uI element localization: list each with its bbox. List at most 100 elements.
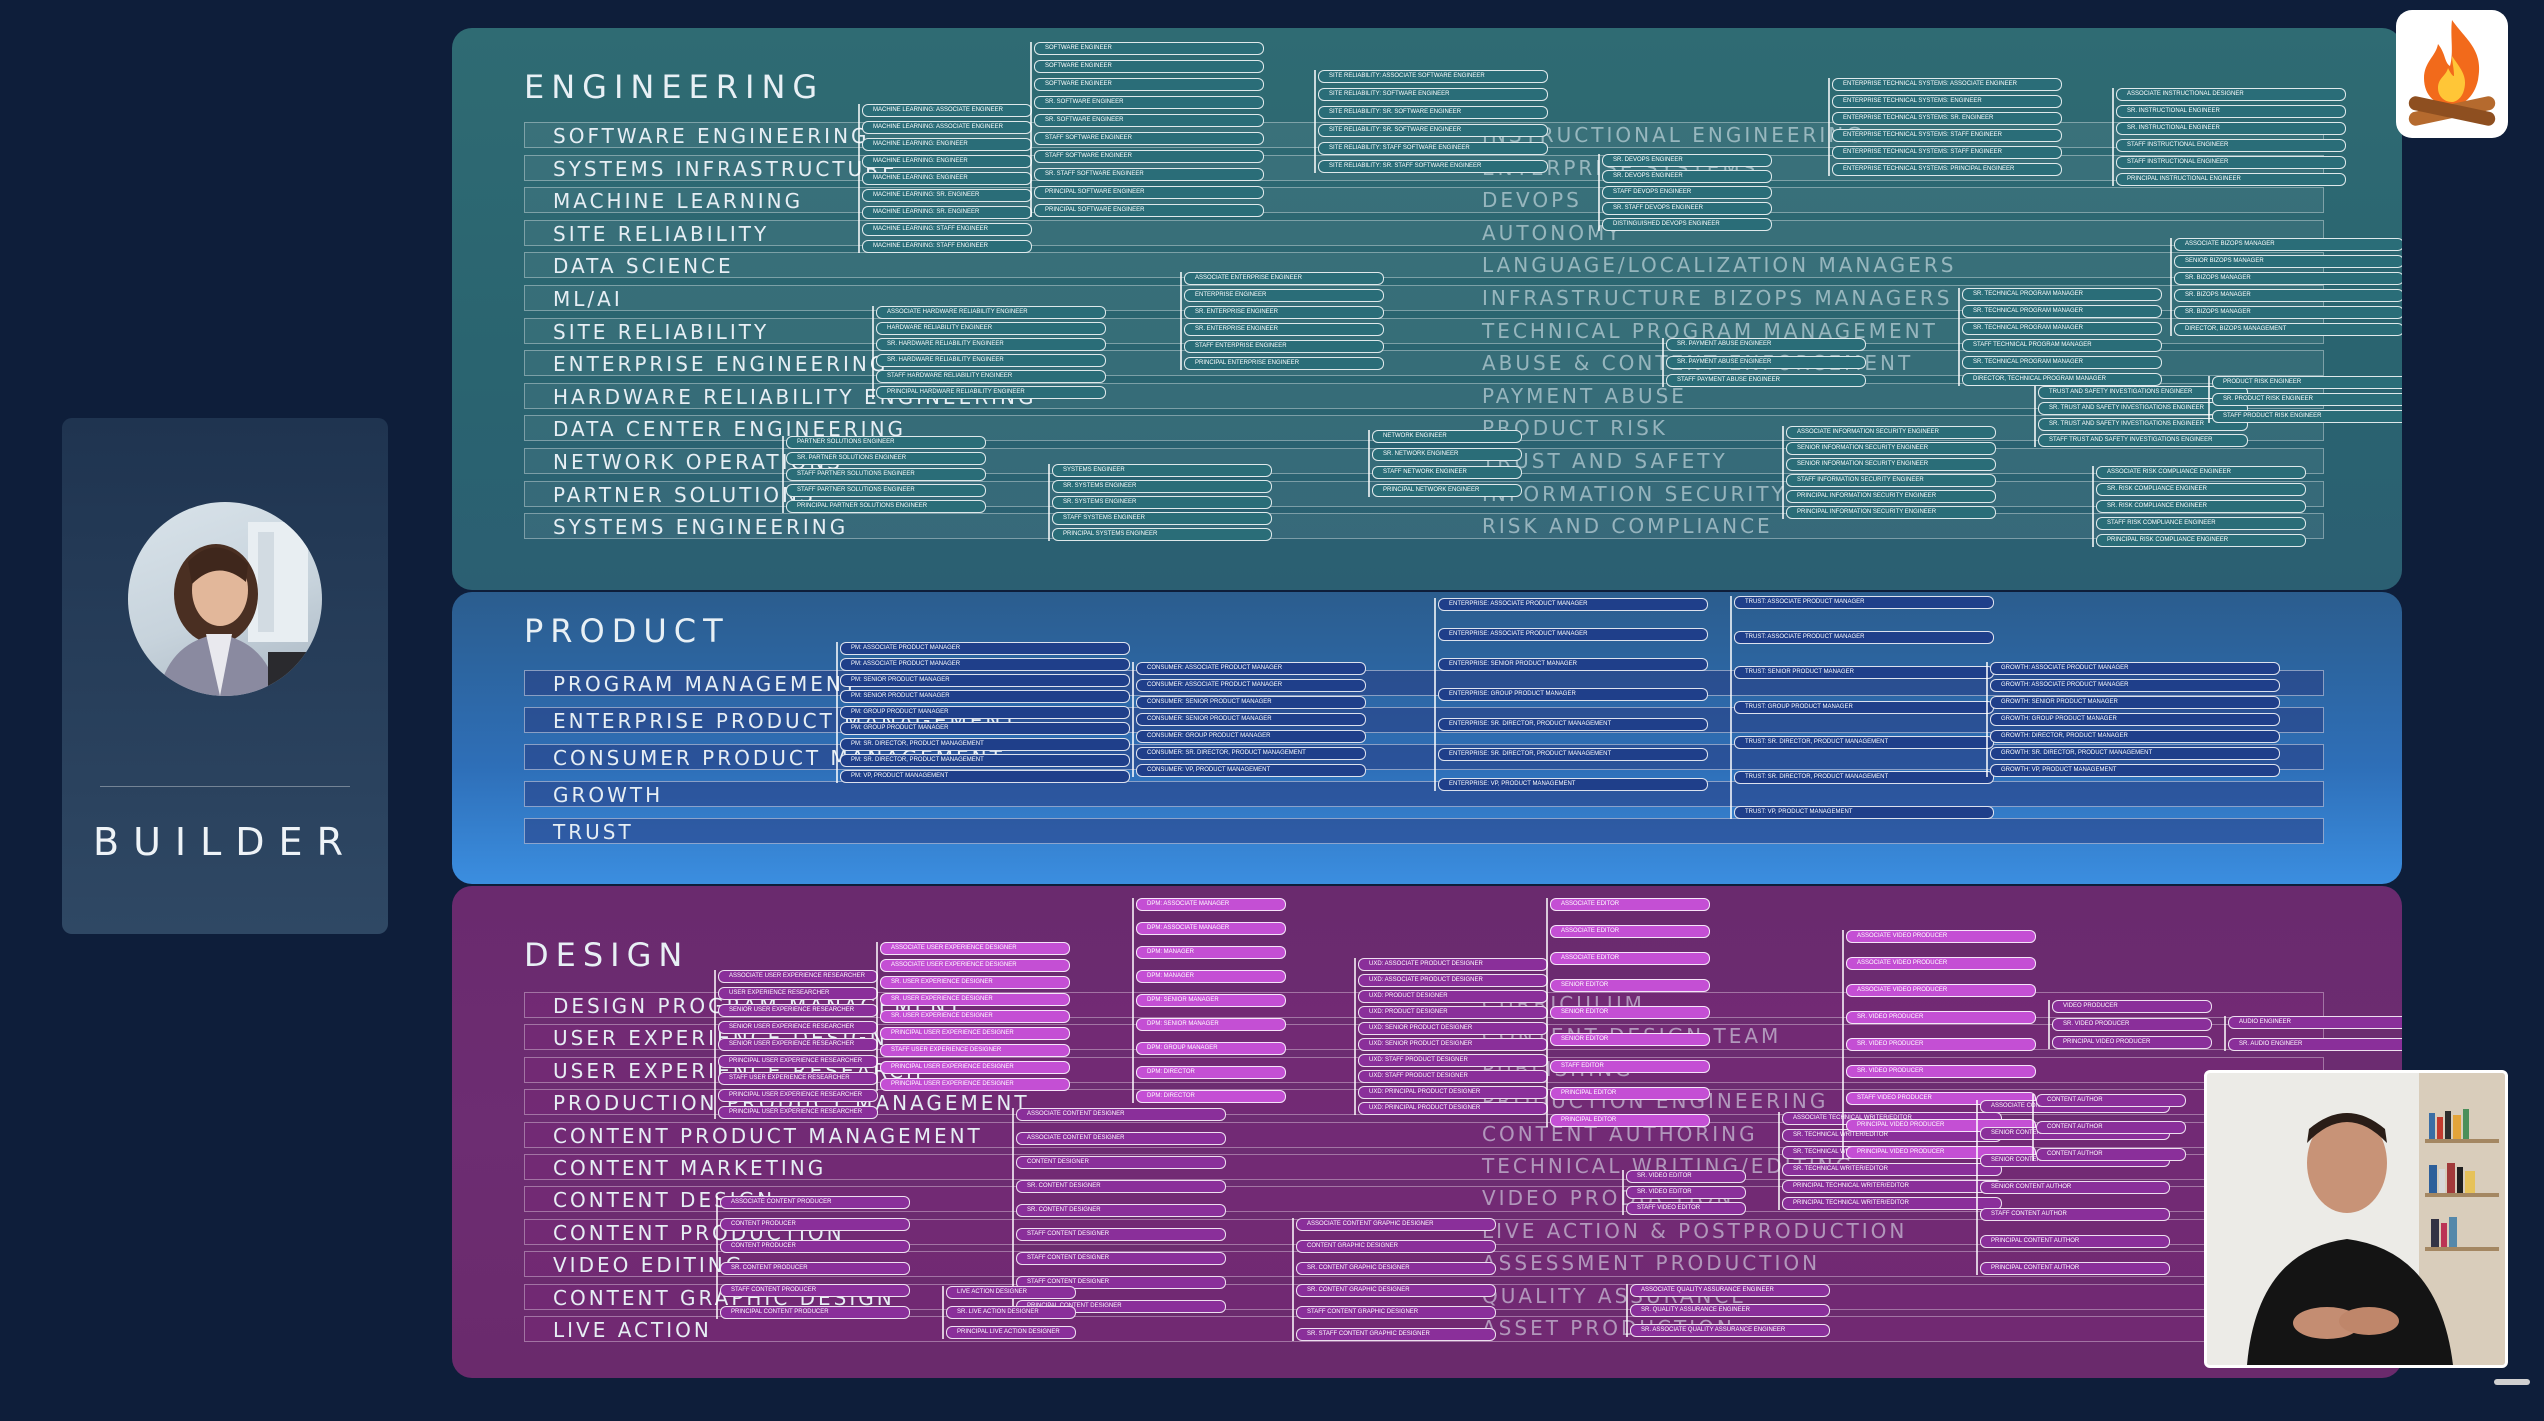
role-pill: MACHINE LEARNING: STAFF ENGINEER (862, 223, 1032, 236)
role-pill: SR. TECHNICAL PROGRAM MANAGER (1962, 305, 2162, 318)
role-pill: PRINCIPAL CONTENT AUTHOR (1980, 1235, 2170, 1248)
role-pill: SR. USER EXPERIENCE DESIGNER (880, 993, 1070, 1006)
role-pill: SENIOR EDITOR (1550, 1033, 1710, 1046)
role-pill: DPM: MANAGER (1136, 970, 1286, 983)
role-pill: SR. TECHNICAL PROGRAM MANAGER (1962, 288, 2162, 301)
role-pill: STAFF CONTENT DESIGNER (1016, 1276, 1226, 1289)
role-pill: PRINCIPAL USER EXPERIENCE RESEARCHER (718, 1106, 878, 1119)
role-pill: SR. CONTENT GRAPHIC DESIGNER (1296, 1284, 1496, 1297)
role-column-line (1292, 1218, 1294, 1341)
role-pill: SR. USER EXPERIENCE DESIGNER (880, 1010, 1070, 1023)
role-column-line (2170, 238, 2172, 336)
role-column-line (1626, 1284, 1628, 1337)
role-pill: PM: ASSOCIATE PRODUCT MANAGER (840, 658, 1130, 671)
role-column-line (1314, 70, 1316, 173)
role-pill: STAFF INFORMATION SECURITY ENGINEER (1786, 474, 1996, 487)
role-pill: STAFF DEVOPS ENGINEER (1602, 186, 1772, 199)
role-pill: DISTINGUISHED DEVOPS ENGINEER (1602, 218, 1772, 231)
role-pill: SR. RISK COMPLIANCE ENGINEER (2096, 500, 2306, 513)
role-pill: STAFF PARTNER SOLUTIONS ENGINEER (786, 484, 986, 497)
role-pill: PRINCIPAL EDITOR (1550, 1114, 1710, 1127)
role-pill: ENTERPRISE TECHNICAL SYSTEMS: PRINCIPAL … (1832, 163, 2062, 176)
role-pill: ASSOCIATE USER EXPERIENCE DESIGNER (880, 942, 1070, 955)
role-pill: SR. CONTENT GRAPHIC DESIGNER (1296, 1262, 1496, 1275)
role-pill: PRINCIPAL SOFTWARE ENGINEER (1034, 204, 1264, 217)
volume-icon (2494, 1374, 2530, 1385)
role-pill: PRINCIPAL PARTNER SOLUTIONS ENGINEER (786, 500, 986, 513)
role-pill: SR. USER EXPERIENCE DESIGNER (880, 976, 1070, 989)
role-pill: SR. RISK COMPLIANCE ENGINEER (2096, 483, 2306, 496)
role-pill: CONSUMER: SENIOR PRODUCT MANAGER (1136, 713, 1366, 726)
role-pill: STAFF CONTENT GRAPHIC DESIGNER (1296, 1306, 1496, 1319)
role-pill: SR. VIDEO EDITOR (1626, 1170, 1746, 1183)
role-pill: TRUST: GROUP PRODUCT MANAGER (1734, 701, 1994, 714)
role-pill: DPM: SENIOR MANAGER (1136, 1018, 1286, 1031)
role-column-line (2224, 1016, 2226, 1051)
role-column-line (1828, 78, 1830, 176)
role-pill: UXD: PRODUCT DESIGNER (1358, 990, 1548, 1003)
product-section: PRODUCT PROGRAM MANAGEMENT ENTERPRISE PRO… (452, 592, 2402, 884)
role-pill: SR. ASSOCIATE QUALITY ASSURANCE ENGINEER (1630, 1324, 1830, 1337)
role-pill: GROWTH: SR. DIRECTOR, PRODUCT MANAGEMENT (1990, 747, 2280, 760)
role-pill: PM: SR. DIRECTOR, PRODUCT MANAGEMENT (840, 754, 1130, 767)
role-pill: SR. TECHNICAL WRITER/EDITOR (1782, 1163, 2002, 1176)
role-pill: UXD: SENIOR PRODUCT DESIGNER (1358, 1038, 1548, 1051)
role-pill: ENTERPRISE TECHNICAL SYSTEMS: ASSOCIATE … (1832, 78, 2062, 91)
role-pill: UXD: PRINCIPAL PRODUCT DESIGNER (1358, 1102, 1548, 1115)
role-pill: ASSOCIATE QUALITY ASSURANCE ENGINEER (1630, 1284, 1830, 1297)
role-pill: SYSTEMS ENGINEER (1052, 464, 1272, 477)
role-pill: PRINCIPAL RISK COMPLIANCE ENGINEER (2096, 534, 2306, 547)
campfire-logo-icon (2392, 6, 2512, 142)
role-pill: CONSUMER: SENIOR PRODUCT MANAGER (1136, 696, 1366, 709)
role-pill: MACHINE LEARNING: ASSOCIATE ENGINEER (862, 121, 1032, 134)
role-pill: CONSUMER: SR. DIRECTOR, PRODUCT MANAGEME… (1136, 747, 1366, 760)
role-pill: SITE RELIABILITY: SOFTWARE ENGINEER (1318, 88, 1548, 101)
role-column-line (1782, 426, 1784, 519)
role-pill: HARDWARE RELIABILITY ENGINEER (876, 322, 1106, 335)
role-pill: MACHINE LEARNING: ENGINEER (862, 172, 1032, 185)
role-pill: SR. SYSTEMS ENGINEER (1052, 480, 1272, 493)
role-column-line (1958, 288, 1960, 386)
category-row: SYSTEMS ENGINEERING (524, 513, 2324, 540)
design-section: DESIGN DESIGN PROGRAM MANAGEMENTUSER EXP… (452, 886, 2402, 1378)
category-label: RISK AND COMPLIANCE (1482, 514, 1773, 539)
role-pill: SITE RELIABILITY: ASSOCIATE SOFTWARE ENG… (1318, 70, 1548, 83)
role-pill: SR. ENTERPRISE ENGINEER (1184, 323, 1384, 336)
role-pill: STAFF SOFTWARE ENGINEER (1034, 132, 1264, 145)
category-row: ENTERPRISE ENGINEERING (524, 350, 2324, 377)
builder-divider (100, 786, 350, 787)
role-pill: SR. LIVE ACTION DESIGNER (946, 1306, 1076, 1319)
role-pill: UXD: SENIOR PRODUCT DESIGNER (1358, 1022, 1548, 1035)
role-pill: SR. STAFF CONTENT GRAPHIC DESIGNER (1296, 1328, 1496, 1341)
role-pill: PRINCIPAL TECHNICAL WRITER/EDITOR (1782, 1197, 2002, 1210)
role-pill: STAFF PAYMENT ABUSE ENGINEER (1666, 374, 1866, 387)
role-pill: ENTERPRISE TECHNICAL SYSTEMS: ENGINEER (1832, 95, 2062, 108)
role-pill: SENIOR INFORMATION SECURITY ENGINEER (1786, 458, 1996, 471)
role-pill: SR. DEVOPS ENGINEER (1602, 170, 1772, 183)
role-pill: DPM: DIRECTOR (1136, 1066, 1286, 1079)
role-pill: ENTERPRISE: ASSOCIATE PRODUCT MANAGER (1438, 598, 1708, 611)
role-column-line (2032, 1094, 2034, 1161)
role-pill: SR. STAFF DEVOPS ENGINEER (1602, 202, 1772, 215)
role-pill: DPM: ASSOCIATE MANAGER (1136, 898, 1286, 911)
role-pill: SR. AUDIO ENGINEER (2228, 1038, 2402, 1051)
role-pill: CONTENT AUTHOR (2036, 1148, 2186, 1161)
role-pill: PRINCIPAL INFORMATION SECURITY ENGINEER (1786, 506, 1996, 519)
role-column-line (1842, 930, 1844, 1159)
role-pill: STAFF RISK COMPLIANCE ENGINEER (2096, 517, 2306, 530)
role-pill: SR. PAYMENT ABUSE ENGINEER (1666, 338, 1866, 351)
role-pill: STAFF CONTENT DESIGNER (1016, 1228, 1226, 1241)
role-pill: SR. VIDEO PRODUCER (2052, 1018, 2212, 1031)
role-pill: MACHINE LEARNING: ASSOCIATE ENGINEER (862, 104, 1032, 117)
role-pill: SR. VIDEO PRODUCER (1846, 1011, 2036, 1024)
role-pill: ASSOCIATE INFORMATION SECURITY ENGINEER (1786, 426, 1996, 439)
role-pill: PRINCIPAL TECHNICAL WRITER/EDITOR (1782, 1180, 2002, 1193)
role-column-line (1986, 662, 1988, 777)
section-title-product: PRODUCT (524, 612, 730, 650)
role-pill: ASSOCIATE BIZOPS MANAGER (2174, 238, 2402, 251)
role-column-line (1778, 1112, 1780, 1210)
role-pill: SENIOR CONTENT AUTHOR (1980, 1181, 2170, 1194)
role-pill: STAFF SOFTWARE ENGINEER (1034, 150, 1264, 163)
category-row: MACHINE LEARNING (524, 187, 2324, 214)
role-pill: SR. BIZOPS MANAGER (2174, 289, 2402, 302)
